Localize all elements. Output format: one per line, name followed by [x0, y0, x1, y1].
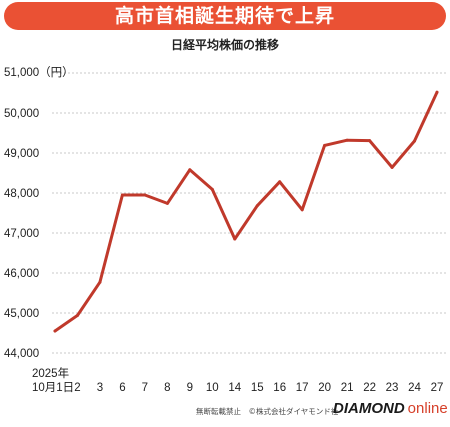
x-tick-label: 23 — [386, 382, 399, 394]
data-point — [188, 168, 192, 172]
x-tick-label: 8 — [164, 382, 170, 394]
y-tick-label: 48,000 — [4, 188, 39, 200]
y-axis-top-label: 51,000（円） — [4, 66, 74, 79]
data-point — [233, 237, 237, 241]
data-point — [53, 329, 57, 333]
data-point — [143, 193, 147, 197]
data-point — [323, 143, 327, 147]
data-point — [75, 313, 79, 317]
y-tick-label: 44,000 — [4, 348, 39, 360]
diamond-online-logo: DIAMOND online — [333, 400, 448, 417]
x-tick-label: 22 — [363, 382, 376, 394]
data-point — [390, 165, 394, 169]
x-tick-label: 10月1日 — [32, 382, 74, 394]
data-point — [368, 139, 372, 143]
x-tick-label: 16 — [273, 382, 286, 394]
title-banner: 高市首相誕生期待で上昇 — [4, 2, 446, 30]
copyright-notice: 無断転載禁止 ©株式会社ダイヤモンド社 — [196, 407, 339, 416]
x-tick-label: 20 — [318, 382, 331, 394]
x-tick-label: 15 — [251, 382, 264, 394]
data-point — [255, 204, 259, 208]
chart-subtitle: 日経平均株価の推移 — [170, 38, 279, 52]
x-tick-label: 17 — [296, 382, 309, 394]
data-point — [98, 280, 102, 284]
y-tick-label: 49,000 — [4, 148, 39, 160]
x-tick-label: 10 — [206, 382, 219, 394]
series-layer — [53, 90, 439, 333]
data-point — [278, 180, 282, 184]
data-point — [165, 201, 169, 205]
x-tick-label: 21 — [341, 382, 354, 394]
grid-lines — [52, 72, 446, 354]
data-point — [120, 193, 124, 197]
x-tick-label: 24 — [408, 382, 421, 394]
data-point — [210, 187, 214, 191]
x-tick-label: 7 — [142, 382, 148, 394]
y-tick-label: 50,000 — [4, 108, 39, 120]
y-tick-label: 47,000 — [4, 228, 39, 240]
x-tick-label: 27 — [431, 382, 444, 394]
x-tick-label: 3 — [97, 382, 103, 394]
x-tick-label: 2 — [74, 382, 80, 394]
y-axis-ticks: 44,000 45,000 46,000 47,000 48,000 49,000 50,0… — [4, 108, 39, 360]
logo-sub-text: online — [407, 400, 448, 417]
data-point — [345, 138, 349, 142]
data-point — [413, 139, 417, 143]
logo-main-text: DIAMOND — [333, 400, 405, 417]
y-tick-label: 46,000 — [4, 268, 39, 280]
data-point — [300, 208, 304, 212]
x-tick-label: 6 — [119, 382, 125, 394]
x-axis-year-label: 2025年 — [32, 366, 69, 380]
x-tick-label: 14 — [228, 382, 241, 394]
x-tick-label: 9 — [187, 382, 193, 394]
series-line — [53, 90, 439, 333]
x-axis-ticks: 10月1日 2 3 6 7 8 9 10 14 15 16 17 20 21 22 23 24 27 — [32, 382, 443, 394]
data-point — [435, 90, 439, 94]
y-tick-label: 45,000 — [4, 308, 39, 320]
